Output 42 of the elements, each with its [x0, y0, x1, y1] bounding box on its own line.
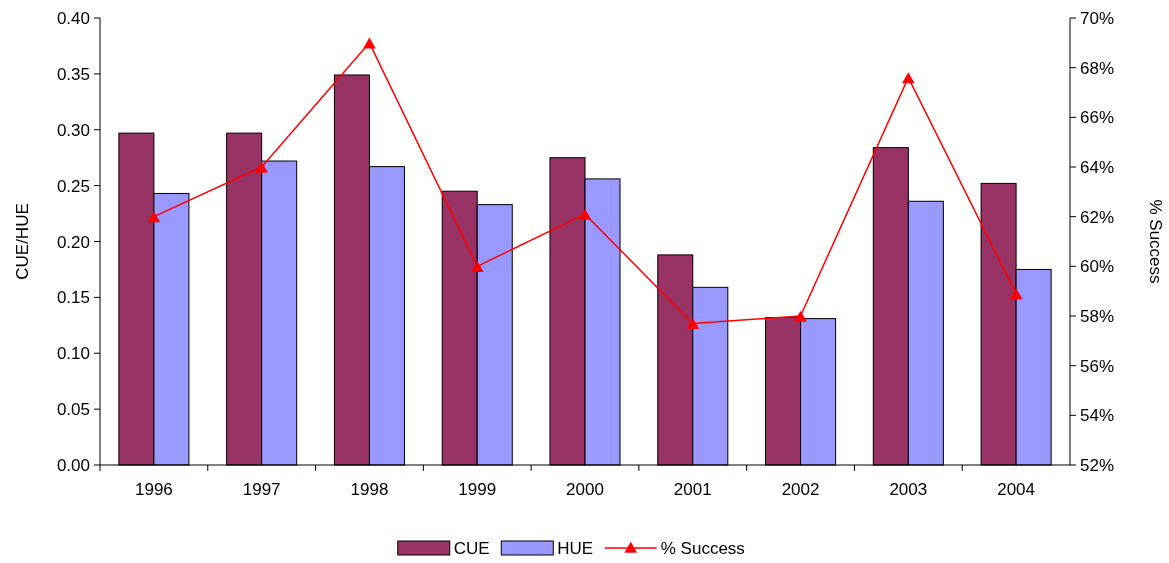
legend-label: HUE [557, 539, 594, 558]
x-tick-label: 1999 [458, 480, 497, 499]
point [147, 211, 161, 223]
point [901, 72, 915, 84]
point [1009, 288, 1023, 300]
point [470, 260, 484, 272]
x-tick-label: 2003 [889, 480, 928, 499]
point [363, 37, 376, 49]
x-tick-label: 1998 [350, 480, 389, 499]
legend-label: CUE [453, 539, 490, 558]
y2-tick-label: 66% [1080, 108, 1115, 128]
point [686, 318, 700, 330]
y2-tick-label: 70% [1080, 9, 1115, 28]
y2-tick-label: 52% [1080, 456, 1115, 475]
y2-tick-label: 60% [1080, 257, 1115, 277]
y-tick-label: 0.00 [56, 456, 90, 475]
y2-tick-label: 62% [1080, 207, 1115, 227]
y2-axis-title: % Success [1146, 199, 1165, 284]
y-tick-label: 0.05 [56, 400, 90, 420]
y2-tick-label: 68% [1080, 58, 1115, 78]
point [255, 161, 269, 173]
y2-tick-label: 54% [1080, 406, 1115, 426]
y2-tick-label: 64% [1080, 158, 1115, 177]
x-tick-label: 1996 [134, 480, 173, 499]
y-tick-label: 0.15 [56, 288, 90, 308]
x-tick-label: 1997 [242, 480, 281, 499]
y-tick-label: 0.20 [56, 232, 90, 252]
y2-tick-label: 56% [1080, 356, 1115, 376]
y-tick-label: 0.10 [56, 344, 90, 364]
legend-label: % Success [660, 539, 745, 558]
point [578, 208, 592, 220]
x-tick-label: 2002 [781, 480, 820, 499]
y-axis-title: CUE/HUE [13, 203, 32, 280]
y-tick-label: 0.25 [56, 176, 90, 196]
point [794, 310, 807, 322]
x-tick-label: 2004 [997, 480, 1036, 499]
y-tick-label: 0.35 [56, 64, 90, 84]
x-tick-label: 2001 [673, 480, 712, 499]
y-tick-label: 0.30 [56, 120, 90, 140]
x-tick-label: 2000 [566, 480, 604, 499]
y2-tick-label: 58% [1080, 307, 1115, 326]
y-tick-label: 0.40 [56, 9, 90, 28]
